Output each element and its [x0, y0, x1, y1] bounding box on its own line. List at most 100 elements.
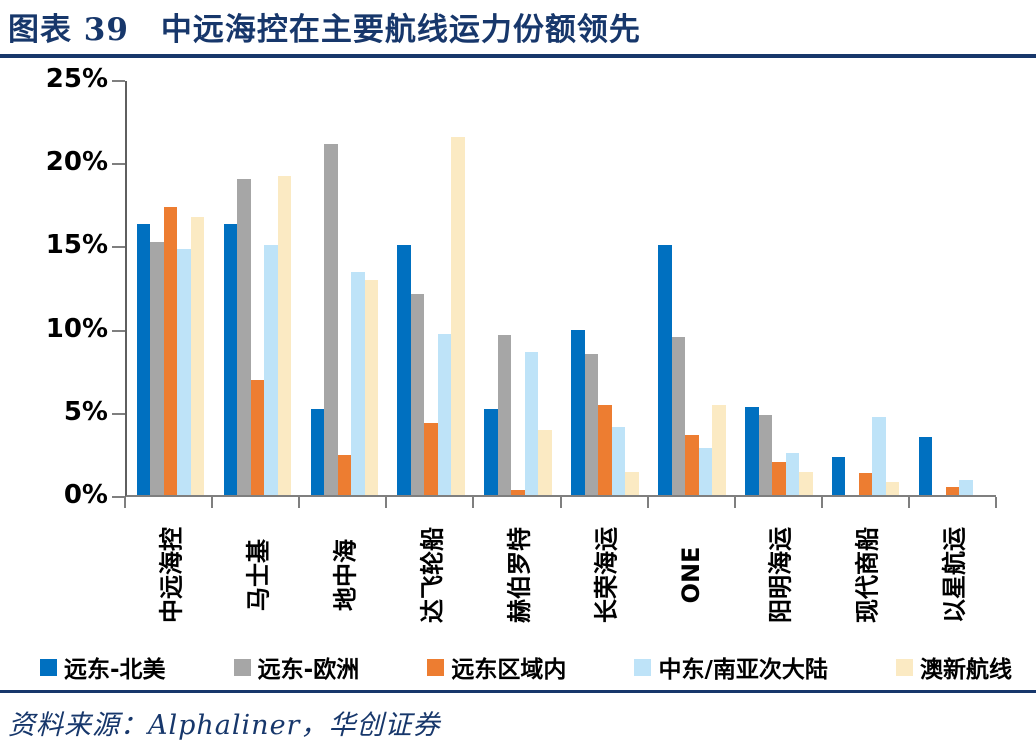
bar: [698, 448, 713, 495]
bar: [237, 178, 251, 495]
legend-swatch-icon: [40, 658, 57, 676]
bar: [310, 408, 325, 495]
y-tick: [112, 246, 125, 249]
x-label-8: 阳明海运: [735, 510, 822, 640]
bar: [685, 435, 699, 495]
x-tick: [211, 497, 214, 508]
bar: [872, 416, 886, 495]
x-label-7: ONE: [648, 510, 735, 640]
bar: [277, 175, 292, 495]
bar: [918, 436, 933, 495]
source-note: 资料来源：Alphaliner，华创证券: [8, 710, 441, 741]
legend-label: 中东/南亚次大陆: [658, 657, 828, 683]
bottom-divider: [0, 690, 1036, 693]
bar-group-3: [301, 81, 388, 495]
x-label-9: 现代商船: [822, 510, 909, 640]
bar: [364, 280, 379, 495]
x-tick: [559, 497, 562, 508]
title-divider: [0, 54, 1036, 58]
bar: [190, 217, 205, 495]
bar: [885, 481, 900, 495]
bar: [745, 406, 759, 495]
figure-title: 图表 39 中远海控在主要航线运力份额领先: [8, 12, 641, 48]
legend-item: 远东-北美: [40, 650, 166, 684]
bar: [424, 423, 438, 495]
chart-legend: 远东-北美 远东-欧洲 远东区域内 中东/南亚次大陆 澳新航线: [40, 650, 1012, 684]
y-tick-label: 10%: [45, 313, 108, 344]
bar: [150, 242, 164, 495]
x-label-text: 达飞轮船: [418, 527, 447, 623]
bar: [497, 335, 512, 495]
y-tick: [112, 80, 125, 82]
y-tick: [112, 329, 125, 332]
x-label-6: 长荣海运: [561, 510, 648, 640]
y-tick-label: 20%: [45, 147, 108, 178]
bar: [611, 426, 626, 495]
bar-group-4: [388, 81, 475, 495]
bar-group-10: [909, 81, 996, 495]
legend-item: 远东区域内: [427, 650, 566, 684]
x-tick: [733, 497, 736, 508]
bar: [799, 471, 813, 495]
bar: [163, 207, 178, 495]
legend-label: 远东-北美: [64, 657, 166, 683]
y-tick: [112, 496, 125, 498]
legend-label: 远东区域内: [451, 657, 567, 683]
y-tick-label: 5%: [63, 396, 108, 427]
legend-swatch-icon: [896, 658, 913, 676]
bar: [625, 471, 639, 495]
y-tick-label: 0%: [63, 480, 108, 510]
bar: [785, 453, 800, 495]
bar: [524, 351, 539, 495]
bar: [177, 248, 191, 495]
legend-label: 澳新航线: [920, 657, 1012, 683]
bar: [337, 455, 352, 495]
y-tick-label: 25%: [45, 64, 108, 94]
x-label-text: 长荣海运: [592, 527, 621, 623]
x-tick: [124, 497, 126, 508]
legend-swatch-icon: [427, 658, 445, 676]
bar-group-8: [735, 81, 822, 495]
bar-group-1: [127, 81, 214, 495]
bar: [858, 473, 873, 495]
x-tick: [298, 497, 301, 508]
x-label-text: 中远海控: [157, 527, 186, 623]
bar: [584, 353, 599, 495]
bar: [831, 456, 846, 495]
plot-area: [125, 81, 996, 497]
x-label-text: 马士基: [244, 539, 273, 611]
bar: [264, 245, 278, 495]
bar: [410, 293, 425, 495]
x-label-2: 马士基: [212, 510, 299, 640]
x-label-1: 中远海控: [125, 510, 212, 640]
bar: [571, 330, 585, 495]
bar: [658, 245, 672, 495]
legend-item: 澳新航线: [896, 650, 1012, 684]
x-label-text: 地中海: [331, 539, 360, 611]
x-label-10: 以星航运: [909, 510, 996, 640]
bar: [451, 137, 465, 495]
bar: [484, 408, 498, 495]
legend-item: 中东/南亚次大陆: [634, 650, 828, 684]
bar: [959, 480, 973, 495]
bar: [772, 461, 786, 495]
legend-swatch-icon: [233, 658, 251, 676]
x-label-text: 以星航运: [940, 527, 969, 623]
x-axis-labels: 中远海控 马士基 地中海 达飞轮船 赫伯罗特 长荣海运 ONE 阳明海运 现代商船 以星航运: [125, 510, 996, 640]
bar: [223, 223, 238, 495]
bar: [397, 245, 411, 495]
legend-label: 远东-欧洲: [257, 657, 360, 683]
x-label-4: 达飞轮船: [386, 510, 473, 640]
x-label-text: 现代商船: [853, 527, 882, 623]
bar-group-5: [475, 81, 562, 495]
x-tick: [472, 497, 475, 508]
y-tick: [112, 412, 125, 415]
bar: [945, 486, 960, 495]
bar: [250, 380, 265, 495]
bar: [598, 405, 612, 495]
legend-swatch-icon: [634, 658, 652, 676]
bar: [538, 430, 552, 495]
x-label-5: 赫伯罗特: [473, 510, 560, 640]
bar: [671, 336, 686, 495]
bar-group-9: [822, 81, 909, 495]
